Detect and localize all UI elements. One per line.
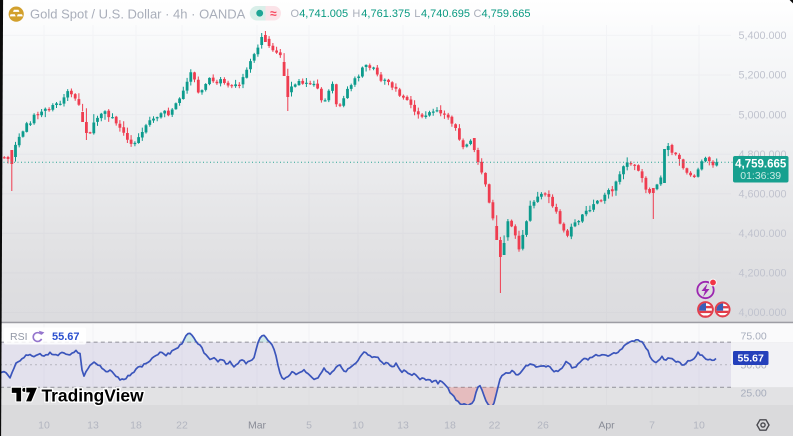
svg-text:4,200.000: 4,200.000 [738, 268, 786, 280]
svg-text:RSI: RSI [10, 331, 28, 343]
svg-text:4,759.665: 4,759.665 [482, 8, 531, 20]
svg-text:01:36:39: 01:36:39 [740, 170, 781, 182]
svg-text:13: 13 [87, 419, 99, 431]
svg-text:55.67: 55.67 [738, 353, 764, 365]
svg-text:22: 22 [489, 419, 501, 431]
svg-text:O: O [291, 8, 300, 20]
svg-text:Gold Spot / U.S. Dollar · 4h ·: Gold Spot / U.S. Dollar · 4h · OANDA [30, 6, 246, 21]
svg-text:5: 5 [306, 419, 312, 431]
svg-text:4,400.000: 4,400.000 [738, 228, 786, 240]
svg-text:5,200.000: 5,200.000 [738, 70, 786, 82]
svg-text:18: 18 [130, 419, 142, 431]
svg-text:75.00: 75.00 [741, 331, 767, 343]
svg-text:4,761.375: 4,761.375 [361, 8, 410, 20]
svg-text:≈: ≈ [270, 7, 277, 21]
svg-text:Apr: Apr [598, 419, 615, 431]
svg-text:25.00: 25.00 [741, 388, 767, 400]
svg-text:L: L [414, 8, 420, 20]
svg-text:13: 13 [397, 419, 409, 431]
svg-text:4,740.695: 4,740.695 [421, 8, 470, 20]
svg-text:Mar: Mar [248, 419, 267, 431]
svg-text:55.67: 55.67 [52, 331, 80, 343]
svg-text:C: C [474, 8, 482, 20]
svg-text:TradingView: TradingView [42, 386, 145, 406]
svg-text:H: H [352, 8, 360, 20]
svg-text:10: 10 [693, 419, 705, 431]
svg-text:26: 26 [537, 419, 549, 431]
svg-text:7: 7 [649, 419, 655, 431]
svg-text:4,759.665: 4,759.665 [735, 159, 787, 171]
svg-text:4,741.005: 4,741.005 [299, 8, 348, 20]
svg-text:5,400.000: 5,400.000 [738, 30, 786, 42]
svg-text:4,600.000: 4,600.000 [738, 189, 786, 201]
svg-text:22: 22 [176, 419, 188, 431]
svg-text:10: 10 [38, 419, 50, 431]
svg-text:18: 18 [444, 419, 456, 431]
svg-text:4,000.000: 4,000.000 [738, 307, 786, 319]
svg-text:10: 10 [352, 419, 364, 431]
svg-text:5,000.000: 5,000.000 [738, 109, 786, 121]
